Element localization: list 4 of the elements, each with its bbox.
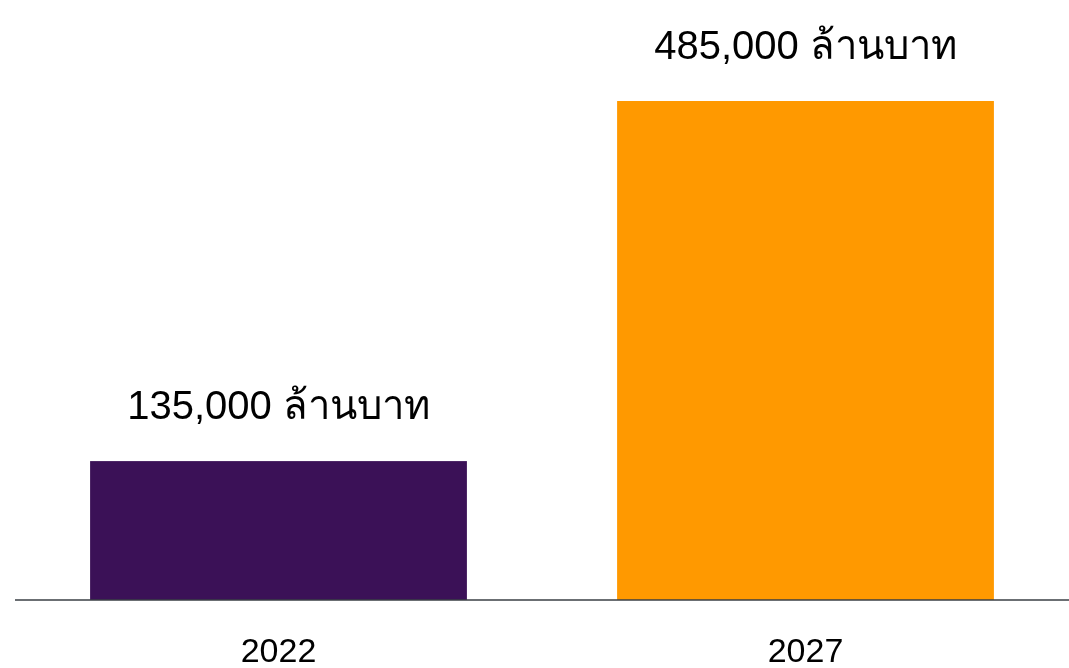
data-label: 135,000 ล้านบาท	[127, 383, 430, 428]
data-label: 485,000 ล้านบาท	[654, 23, 957, 67]
x-tick-label: 2022	[240, 631, 317, 668]
x-tick-label: 2027	[767, 631, 844, 668]
